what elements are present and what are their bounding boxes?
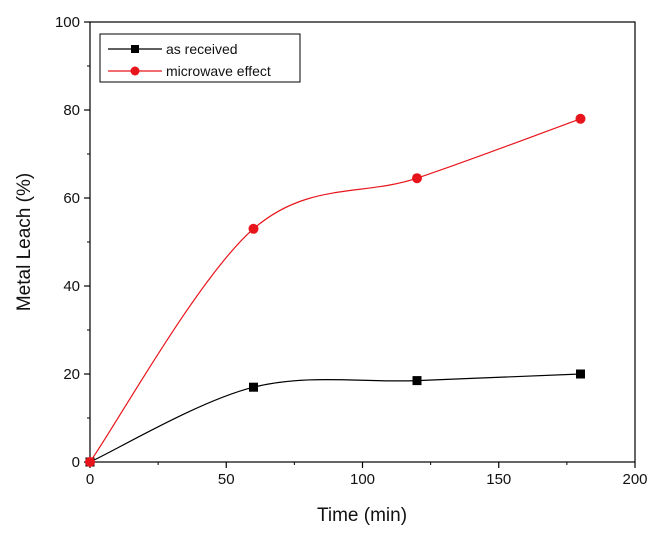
y-tick-label: 40 <box>63 278 80 295</box>
data-point-microwave-effect <box>85 457 95 467</box>
series-layer <box>85 113 586 467</box>
y-tick-label: 20 <box>63 366 80 383</box>
x-tick-label: 50 <box>218 471 235 488</box>
y-tick-label: 0 <box>72 454 80 471</box>
y-tick-label: 100 <box>55 14 80 31</box>
data-point-as-received <box>576 369 585 379</box>
legend-label-microwave-effect: microwave effect <box>166 63 271 79</box>
y-axis-title: Metal Leach (%) <box>14 173 35 311</box>
x-tick-label: 0 <box>86 471 94 488</box>
series-line-microwave-effect <box>89 118 581 463</box>
tick-labels: 0 50 100 150 200 0 20 40 60 80 100 <box>55 14 648 488</box>
data-point-as-received <box>412 376 422 386</box>
legend-label-as-received: as received <box>166 41 238 57</box>
series-line-as-received <box>89 373 581 463</box>
x-tick-label: 200 <box>622 471 647 488</box>
legend: as received microwave effect <box>99 33 301 83</box>
legend-marker-microwave-effect <box>130 66 140 76</box>
plot-frame <box>89 21 636 463</box>
legend-marker-as-received <box>131 45 139 53</box>
data-point-as-received <box>249 382 258 392</box>
axis-ticks <box>84 21 636 468</box>
data-point-microwave-effect <box>412 173 422 184</box>
data-point-microwave-effect <box>575 113 586 124</box>
data-point-microwave-effect <box>248 223 259 234</box>
x-axis-title: Time (min) <box>317 505 407 526</box>
x-tick-label: 100 <box>350 471 375 488</box>
x-tick-label: 150 <box>486 471 511 488</box>
y-tick-label: 60 <box>63 190 80 207</box>
y-tick-label: 80 <box>63 102 80 119</box>
